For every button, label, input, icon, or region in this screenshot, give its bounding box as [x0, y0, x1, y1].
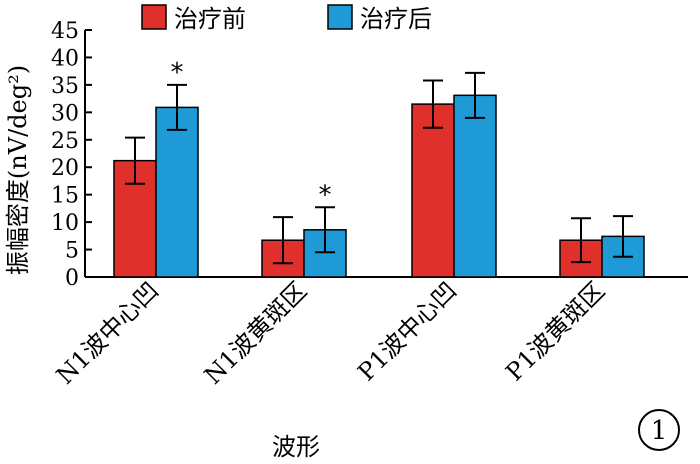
- y-tick-label: 45: [51, 19, 79, 44]
- legend-label: 治疗后: [360, 5, 432, 33]
- bar: [155, 106, 199, 278]
- y-tick-label: 15: [51, 184, 79, 209]
- y-tick-label: 40: [51, 46, 79, 71]
- legend-swatch: [141, 4, 167, 30]
- y-tick-label: 20: [51, 156, 79, 181]
- category-label: P1波中心凹: [352, 276, 462, 386]
- x-axis-title: 波形: [272, 433, 320, 461]
- y-tick-label: 10: [51, 211, 79, 236]
- bar: [411, 103, 455, 278]
- y-axis-title: 振幅密度(nV/deg²): [4, 65, 32, 275]
- y-tick-label: 35: [51, 74, 79, 99]
- significance-marker: *: [319, 180, 332, 210]
- panel-number: 1: [651, 416, 668, 446]
- category-label: N1波黄斑区: [199, 276, 312, 389]
- significance-marker: *: [171, 58, 184, 88]
- legend: 治疗前 治疗后: [141, 4, 432, 33]
- y-tick-label: 0: [65, 266, 79, 291]
- y-tick-label: 5: [65, 239, 79, 264]
- bar: [453, 94, 497, 278]
- category-label: N1波中心凹: [51, 276, 164, 389]
- panel-number-badge: 1: [638, 409, 680, 451]
- category-label: P1波黄斑区: [500, 276, 610, 386]
- legend-swatch: [327, 4, 353, 30]
- legend-label: 治疗前: [174, 5, 246, 33]
- y-tick-label: 25: [51, 129, 79, 154]
- y-tick-label: 30: [51, 101, 79, 126]
